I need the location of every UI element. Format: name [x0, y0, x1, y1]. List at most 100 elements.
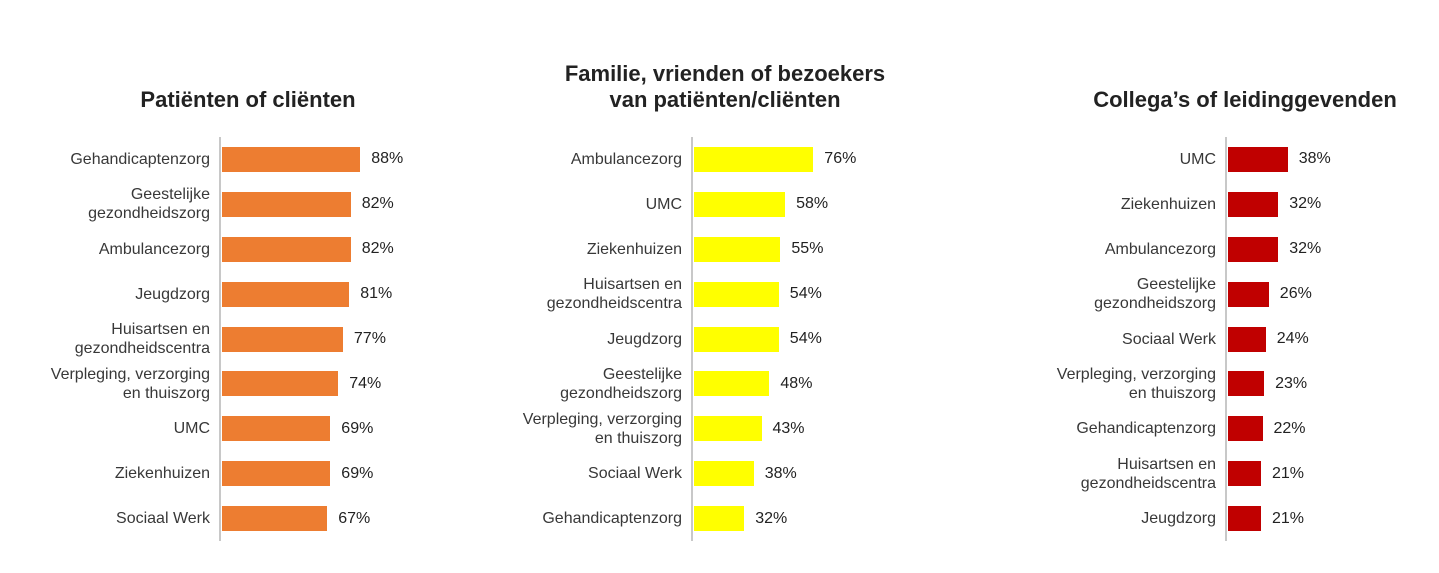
- value-label: 76%: [824, 150, 857, 168]
- category-label: Gehandicaptenzorg: [28, 150, 219, 169]
- bar: [694, 506, 745, 532]
- bar-cell: 82%: [219, 191, 394, 217]
- category-label: Sociaal Werk: [485, 464, 691, 483]
- value-label: 43%: [772, 419, 805, 437]
- category-label: Jeugdzorg: [975, 509, 1225, 528]
- value-label: 32%: [1289, 195, 1322, 213]
- bar: [1228, 416, 1263, 442]
- category-label-text: Ziekenhuizen: [1120, 195, 1216, 213]
- bar-cell: 38%: [691, 461, 797, 487]
- bar-row: Ziekenhuizen 55%: [485, 227, 965, 272]
- category-label: Ambulancezorg: [28, 240, 219, 259]
- bar-row: Verpleging, verzorging en thuiszorg 43%: [485, 406, 965, 451]
- category-label-text: Geestelijke gezondheidszorg: [1094, 276, 1216, 313]
- bar: [694, 326, 779, 352]
- bar: [1228, 146, 1288, 172]
- bar-cell: 21%: [1225, 506, 1305, 532]
- bar: [1228, 281, 1269, 307]
- bar-row: Ziekenhuizen 69%: [28, 451, 468, 496]
- bar-cell: 32%: [691, 506, 787, 532]
- category-label-text: Ambulancezorg: [1104, 240, 1216, 258]
- bar-rows: Gehandicaptenzorg 88% Geestelijke gezond…: [28, 137, 468, 541]
- category-label: UMC: [975, 150, 1225, 169]
- bar-rows: Ambulancezorg 76% UMC 58% Ziekenhuizen 5…: [485, 137, 965, 541]
- value-label: 48%: [780, 374, 813, 392]
- bar-cell: 38%: [1225, 146, 1331, 172]
- bar-row: Verpleging, verzorging en thuiszorg 23%: [975, 361, 1437, 406]
- bar-cell: 77%: [219, 326, 386, 352]
- bar-row: UMC 69%: [28, 406, 468, 451]
- bar: [1228, 236, 1279, 262]
- bar-row: Gehandicaptenzorg 22%: [975, 406, 1437, 451]
- bar-cell: 76%: [691, 146, 857, 172]
- value-label: 22%: [1273, 419, 1306, 437]
- bar: [694, 236, 781, 262]
- value-label: 77%: [353, 330, 386, 347]
- chart-panel-collegas-of-leidinggevenden: Collega’s of leidinggevenden UMC 38% Zie…: [975, 0, 1437, 545]
- category-label-text: Sociaal Werk: [116, 510, 210, 528]
- value-label: 69%: [341, 464, 374, 482]
- category-label-text: Jeugdzorg: [135, 285, 210, 303]
- bar-row: UMC 38%: [975, 137, 1437, 182]
- bar-row: Jeugdzorg 21%: [975, 496, 1437, 541]
- bar: [694, 191, 786, 217]
- value-label: 26%: [1279, 285, 1312, 303]
- chart-title-line: Patiënten of cliënten: [140, 87, 356, 112]
- value-label: 32%: [1289, 240, 1322, 258]
- bar: [222, 191, 351, 217]
- category-label-text: Huisartsen en gezondheidscentra: [1080, 455, 1216, 492]
- bar-row: Jeugdzorg 54%: [485, 317, 965, 362]
- category-label: Huisartsen en gezondheidscentra: [975, 455, 1225, 493]
- bar-rows: UMC 38% Ziekenhuizen 32% Ambulancezorg 3…: [975, 137, 1437, 541]
- category-label: Verpleging, verzorging en thuiszorg: [28, 365, 219, 403]
- bar-cell: 43%: [691, 416, 805, 442]
- value-label: 24%: [1276, 330, 1309, 347]
- category-label-text: Verpleging, verzorging en thuiszorg: [1056, 365, 1216, 402]
- category-label: Ambulancezorg: [485, 150, 691, 169]
- bar-row: Sociaal Werk 67%: [28, 496, 468, 541]
- bar-cell: 58%: [691, 191, 828, 217]
- value-label: 54%: [789, 330, 822, 347]
- bar-cell: 32%: [1225, 236, 1322, 262]
- chart-panel-familie-vrienden-bezoekers: Familie, vrienden of bezoekers van patiën…: [485, 0, 965, 545]
- bar-row: Geestelijke gezondheidszorg 48%: [485, 361, 965, 406]
- value-label: 55%: [791, 240, 824, 258]
- bar-cell: 69%: [219, 461, 374, 487]
- bar: [222, 281, 350, 307]
- category-label-text: Geestelijke gezondheidszorg: [560, 365, 682, 402]
- bar-row: Huisartsen en gezondheidscentra 21%: [975, 451, 1437, 496]
- bar: [1228, 506, 1261, 532]
- bar: [222, 326, 343, 352]
- bar-cell: 32%: [1225, 191, 1322, 217]
- bar: [222, 371, 339, 397]
- bar-cell: 22%: [1225, 416, 1306, 442]
- category-label: Ziekenhuizen: [485, 240, 691, 259]
- value-label: 69%: [341, 419, 374, 437]
- category-label-text: Gehandicaptenzorg: [1076, 420, 1216, 438]
- bar-cell: 48%: [691, 371, 813, 397]
- bar: [1228, 461, 1261, 487]
- category-label: Sociaal Werk: [975, 330, 1225, 349]
- category-label-text: Ambulancezorg: [98, 240, 210, 258]
- value-label: 21%: [1272, 509, 1305, 527]
- value-label: 38%: [764, 464, 797, 482]
- category-label: Geestelijke gezondheidszorg: [485, 365, 691, 403]
- category-label-text: Jeugdzorg: [607, 330, 682, 348]
- value-label: 81%: [360, 285, 393, 303]
- bar-cell: 54%: [691, 281, 822, 307]
- category-label: Huisartsen en gezondheidscentra: [485, 275, 691, 313]
- bar-row: Huisartsen en gezondheidscentra 77%: [28, 317, 468, 362]
- category-label: Gehandicaptenzorg: [485, 509, 691, 528]
- bar-cell: 26%: [1225, 281, 1312, 307]
- bar-cell: 81%: [219, 281, 393, 307]
- bar-row: Ambulancezorg 82%: [28, 227, 468, 272]
- category-label-text: Huisartsen en gezondheidscentra: [74, 321, 210, 357]
- bar-row: Geestelijke gezondheidszorg 82%: [28, 182, 468, 227]
- category-label: Geestelijke gezondheidszorg: [28, 185, 219, 223]
- category-label-text: Verpleging, verzorging en thuiszorg: [50, 365, 210, 402]
- bar: [694, 281, 779, 307]
- bar-cell: 55%: [691, 236, 824, 262]
- bar-cell: 54%: [691, 326, 822, 352]
- value-label: 54%: [789, 285, 822, 303]
